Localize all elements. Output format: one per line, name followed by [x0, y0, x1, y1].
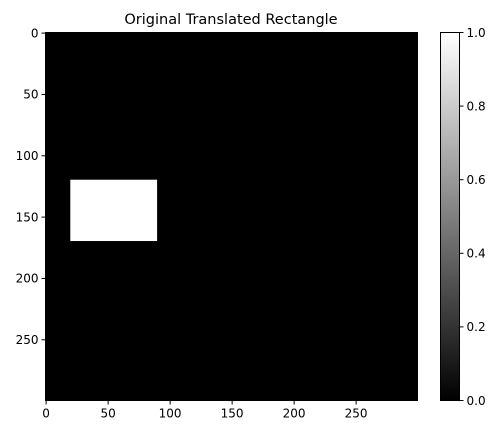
colorbar-tick-label: 1.0: [467, 26, 486, 40]
chart-title: Original Translated Rectangle: [124, 12, 337, 28]
colorbar-tick-label: 0.0: [467, 394, 486, 408]
plot-frame: [45, 32, 418, 401]
colorbar: 0.0 0.2 0.4 0.6 0.8 1.0: [440, 26, 486, 408]
colorbar-tick-label: 0.8: [467, 99, 486, 113]
x-tick-label: 150: [221, 407, 244, 421]
colorbar-gradient: [440, 32, 460, 401]
y-tick-label: 0: [31, 26, 39, 40]
y-tick-label: 150: [16, 210, 39, 224]
colorbar-tick-label: 0.6: [467, 173, 486, 187]
x-tick-label: 200: [283, 407, 306, 421]
x-tick-label: 50: [100, 407, 115, 421]
x-tick-label: 250: [345, 407, 368, 421]
colorbar-axis: 0.0 0.2 0.4 0.6 0.8 1.0: [459, 26, 486, 408]
white-rectangle: [70, 179, 158, 242]
x-tick-label: 0: [42, 407, 50, 421]
x-tick-label: 100: [159, 407, 182, 421]
y-tick-label: 200: [16, 272, 39, 286]
y-tick-label: 100: [16, 149, 39, 163]
y-axis: 0 50 100 150 200 250: [16, 26, 46, 347]
colorbar-tick-label: 0.2: [467, 320, 486, 334]
colorbar-tick-label: 0.4: [467, 247, 486, 261]
y-tick-label: 250: [16, 333, 39, 347]
x-axis: 0 50 100 150 200 250: [42, 400, 368, 421]
image-plot: 0 50 100 150 200 250 0 50 100 150 200 250: [16, 26, 418, 421]
y-tick-label: 50: [23, 88, 38, 102]
